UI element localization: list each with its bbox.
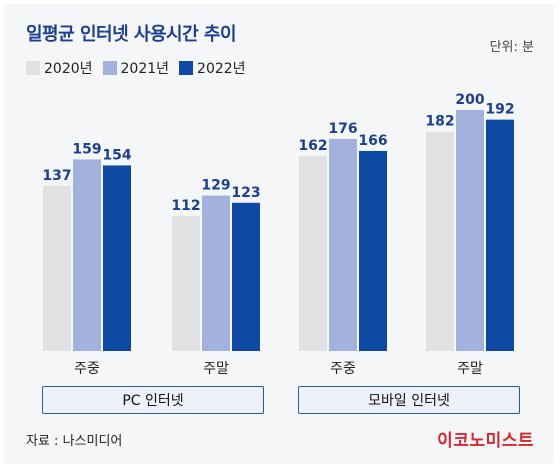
- bar-2021년-1: [202, 195, 230, 351]
- legend-swatch-2020: [26, 61, 40, 75]
- unit-label: 단위: 분: [489, 40, 534, 55]
- group-label-pc: PC 인터넷: [42, 386, 264, 414]
- value-label-2022년-1: 123: [231, 185, 260, 201]
- legend-label-2020: 2020년: [44, 61, 93, 77]
- category-label-3: 주말: [457, 361, 483, 377]
- legend-label-2022: 2022년: [197, 61, 246, 77]
- bar-2022년-1: [232, 202, 260, 351]
- legend-item-2020: 2020년: [26, 58, 93, 78]
- category-label-1: 주말: [203, 361, 229, 377]
- bar-2021년-0: [73, 159, 101, 351]
- value-label-2022년-3: 192: [485, 102, 514, 118]
- bar-2021년-3: [456, 110, 484, 351]
- legend-item-2022: 2022년: [179, 58, 246, 78]
- bar-2020년-2: [299, 155, 327, 351]
- group-label-mobile: 모바일 인터넷: [298, 386, 520, 414]
- category-label-2: 주중: [330, 361, 356, 377]
- legend-swatch-2021: [102, 61, 117, 75]
- bar-2022년-3: [486, 119, 514, 351]
- bar-2022년-0: [103, 165, 131, 351]
- legend-item-2021: 2021년: [102, 58, 170, 78]
- value-label-2021년-0: 159: [72, 141, 101, 157]
- bar-2020년-3: [426, 131, 454, 351]
- value-label-2022년-2: 166: [358, 133, 387, 149]
- legend-swatch-2022: [179, 61, 194, 75]
- source-note: 자료 : 나스미디어: [26, 434, 123, 449]
- legend-label-2021: 2021년: [120, 61, 170, 77]
- bar-2021년-2: [329, 138, 357, 351]
- category-label-0: 주중: [74, 361, 100, 377]
- value-label-2021년-3: 200: [455, 92, 484, 108]
- value-label-2021년-2: 176: [328, 121, 357, 137]
- value-label-2020년-1: 112: [171, 198, 200, 214]
- value-label-2020년-0: 137: [42, 168, 71, 184]
- bar-2020년-0: [43, 185, 71, 351]
- legend: 2020년 2021년 2022년: [26, 58, 246, 78]
- bar-2022년-2: [359, 150, 387, 351]
- bar-2020년-1: [172, 216, 200, 351]
- value-label-2021년-1: 129: [201, 178, 230, 194]
- value-label-2020년-3: 182: [425, 114, 454, 130]
- brand-logo: 이코노미스트: [437, 431, 534, 451]
- chart-title: 일평균 인터넷 사용시간 추이: [26, 24, 237, 45]
- value-label-2020년-2: 162: [298, 138, 327, 154]
- value-label-2022년-0: 154: [102, 147, 131, 163]
